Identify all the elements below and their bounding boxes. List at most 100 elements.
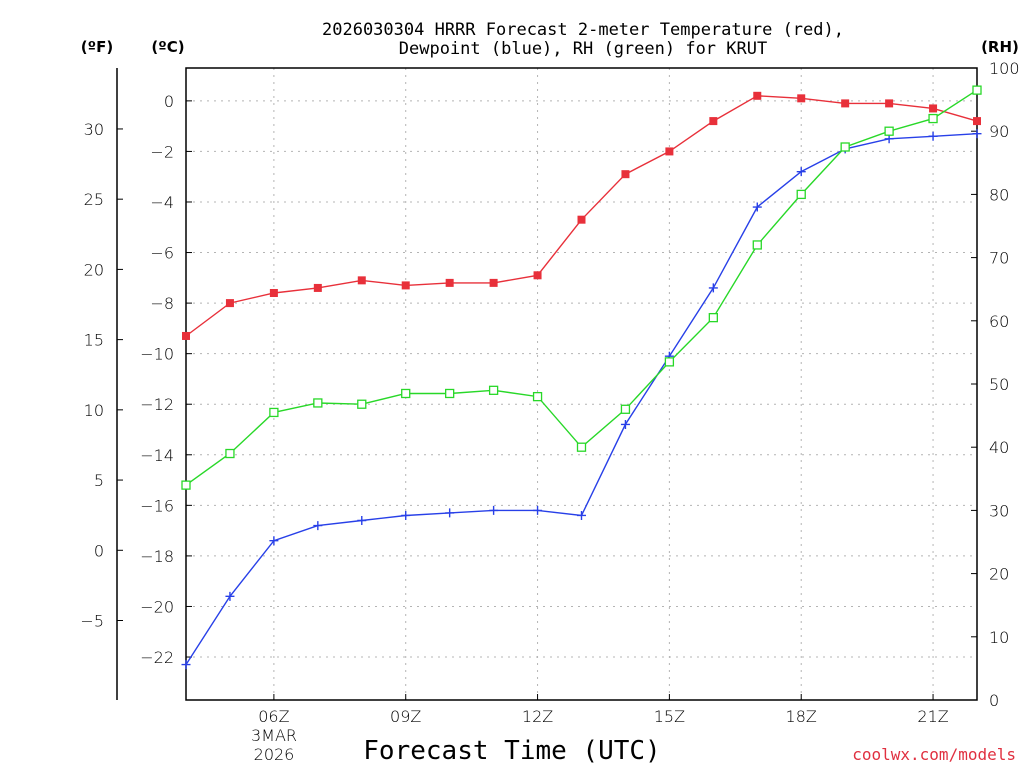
time-axis: 06Z 09Z 12Z 15Z 18Z 21Z: [258, 694, 949, 726]
temperature-point: [973, 117, 981, 126]
temperature-point: [841, 99, 850, 108]
rh-point: [576, 442, 587, 452]
celsius-tick-label: −4: [150, 193, 174, 212]
temperature-point: [709, 117, 718, 126]
dewpoint-point: [445, 508, 455, 518]
fahrenheit-tick-label: 15: [84, 331, 104, 350]
dewpoint-point: [752, 202, 762, 212]
celsius-tick-label: −14: [140, 446, 174, 465]
x-axis-title: Forecast Time (UTC): [363, 736, 660, 766]
plot-frame: [185, 67, 978, 701]
series-temperature: [182, 91, 981, 340]
temperature-point: [269, 288, 278, 297]
celsius-tick-label: −12: [140, 395, 174, 414]
time-tick-label: 09Z: [390, 707, 421, 726]
time-tick-label: 21Z: [917, 707, 948, 726]
dewpoint-point: [357, 516, 367, 526]
temperature-point: [445, 278, 454, 287]
rh-point: [401, 388, 411, 399]
rh-tick-label: 30: [989, 501, 1009, 520]
temperature-point: [885, 99, 894, 108]
date-label-year: 2026: [254, 745, 295, 764]
temperature-point: [182, 331, 190, 340]
fahrenheit-axis: 30 25 20 15 10 5 0 −5: [80, 120, 123, 631]
grid-layer: [186, 68, 977, 700]
fahrenheit-tick-label: 25: [84, 190, 104, 209]
temperature-point: [797, 94, 806, 103]
dewpoint-point: [577, 510, 586, 520]
time-tick-label: 18Z: [786, 707, 817, 726]
chart-title-line2: Dewpoint (blue), RH (green) for KRUT: [399, 39, 767, 59]
series-layer: [181, 85, 982, 670]
dewpoint-point: [972, 129, 982, 139]
rh-tick-label: 0: [989, 691, 999, 710]
dewpoint-point: [401, 510, 411, 520]
fahrenheit-tick-label: −5: [80, 612, 104, 631]
temperature-point: [929, 104, 938, 113]
time-tick-label: 06Z: [258, 707, 289, 726]
rh-line: [185, 89, 978, 486]
dewpoint-point: [928, 131, 938, 141]
celsius-tick-label: −16: [140, 496, 174, 515]
rh-tick-label: 90: [989, 122, 1009, 141]
fahrenheit-tick-label: 0: [94, 541, 104, 560]
temperature-point: [225, 299, 234, 308]
series-rh: [181, 85, 982, 490]
rh-tick-label: 50: [989, 375, 1009, 394]
rh-point: [928, 113, 938, 124]
time-tick-label: 12Z: [522, 707, 553, 726]
temperature-point: [401, 281, 410, 290]
rh-point: [708, 312, 718, 323]
temperature-point: [621, 170, 630, 179]
dewpoint-line: [185, 133, 978, 665]
dewpoint-point: [313, 521, 323, 531]
rh-point: [225, 448, 235, 459]
rh-unit-label: (RH): [981, 38, 1019, 56]
rh-tick-label: 70: [989, 249, 1009, 268]
rh-tick-label: 80: [989, 185, 1009, 204]
time-tick-label: 15Z: [654, 707, 685, 726]
temperature-point: [489, 278, 498, 287]
temperature-point: [357, 276, 366, 285]
rh-tick-label: 100: [989, 59, 1020, 78]
fahrenheit-tick-label: 10: [84, 401, 104, 420]
rh-point: [884, 126, 894, 136]
chart-title-line1: 2026030304 HRRR Forecast 2-meter Tempera…: [322, 20, 844, 40]
rh-point: [796, 189, 806, 200]
celsius-tick-label: 0: [164, 92, 174, 111]
dewpoint-point: [796, 167, 806, 177]
credit-text: coolwx.com/models: [852, 745, 1016, 764]
fahrenheit-tick-label: 30: [84, 120, 104, 139]
dewpoint-point: [269, 536, 279, 546]
rh-point: [664, 357, 675, 367]
celsius-axis: 0 −2 −4 −6 −8 −10 −12 −14 −16 −18 −20 −22: [140, 92, 192, 667]
fahrenheit-unit-label: (ºF): [81, 38, 113, 56]
rh-point: [357, 399, 367, 409]
dewpoint-point: [225, 591, 235, 601]
celsius-tick-label: −2: [150, 142, 174, 161]
celsius-tick-label: −8: [150, 294, 174, 313]
celsius-tick-label: −22: [140, 648, 174, 667]
rh-tick-label: 60: [989, 312, 1009, 331]
dewpoint-point: [708, 283, 718, 293]
celsius-tick-label: −20: [140, 597, 174, 616]
temperature-point: [753, 91, 762, 100]
series-dewpoint: [181, 129, 982, 670]
rh-point: [181, 480, 191, 490]
rh-point: [972, 85, 982, 95]
temperature-point: [577, 215, 586, 224]
dewpoint-point: [533, 505, 543, 515]
celsius-tick-label: −6: [150, 244, 174, 263]
rh-tick-label: 20: [989, 565, 1009, 584]
celsius-unit-label: (ºC): [151, 38, 184, 56]
celsius-tick-label: −10: [140, 345, 174, 364]
fahrenheit-tick-label: 5: [94, 471, 104, 490]
rh-point: [620, 404, 631, 414]
temperature-point: [533, 271, 542, 280]
celsius-tick-label: −18: [140, 547, 174, 566]
rh-point: [445, 388, 455, 399]
rh-point: [752, 240, 762, 250]
rh-point: [313, 398, 323, 408]
